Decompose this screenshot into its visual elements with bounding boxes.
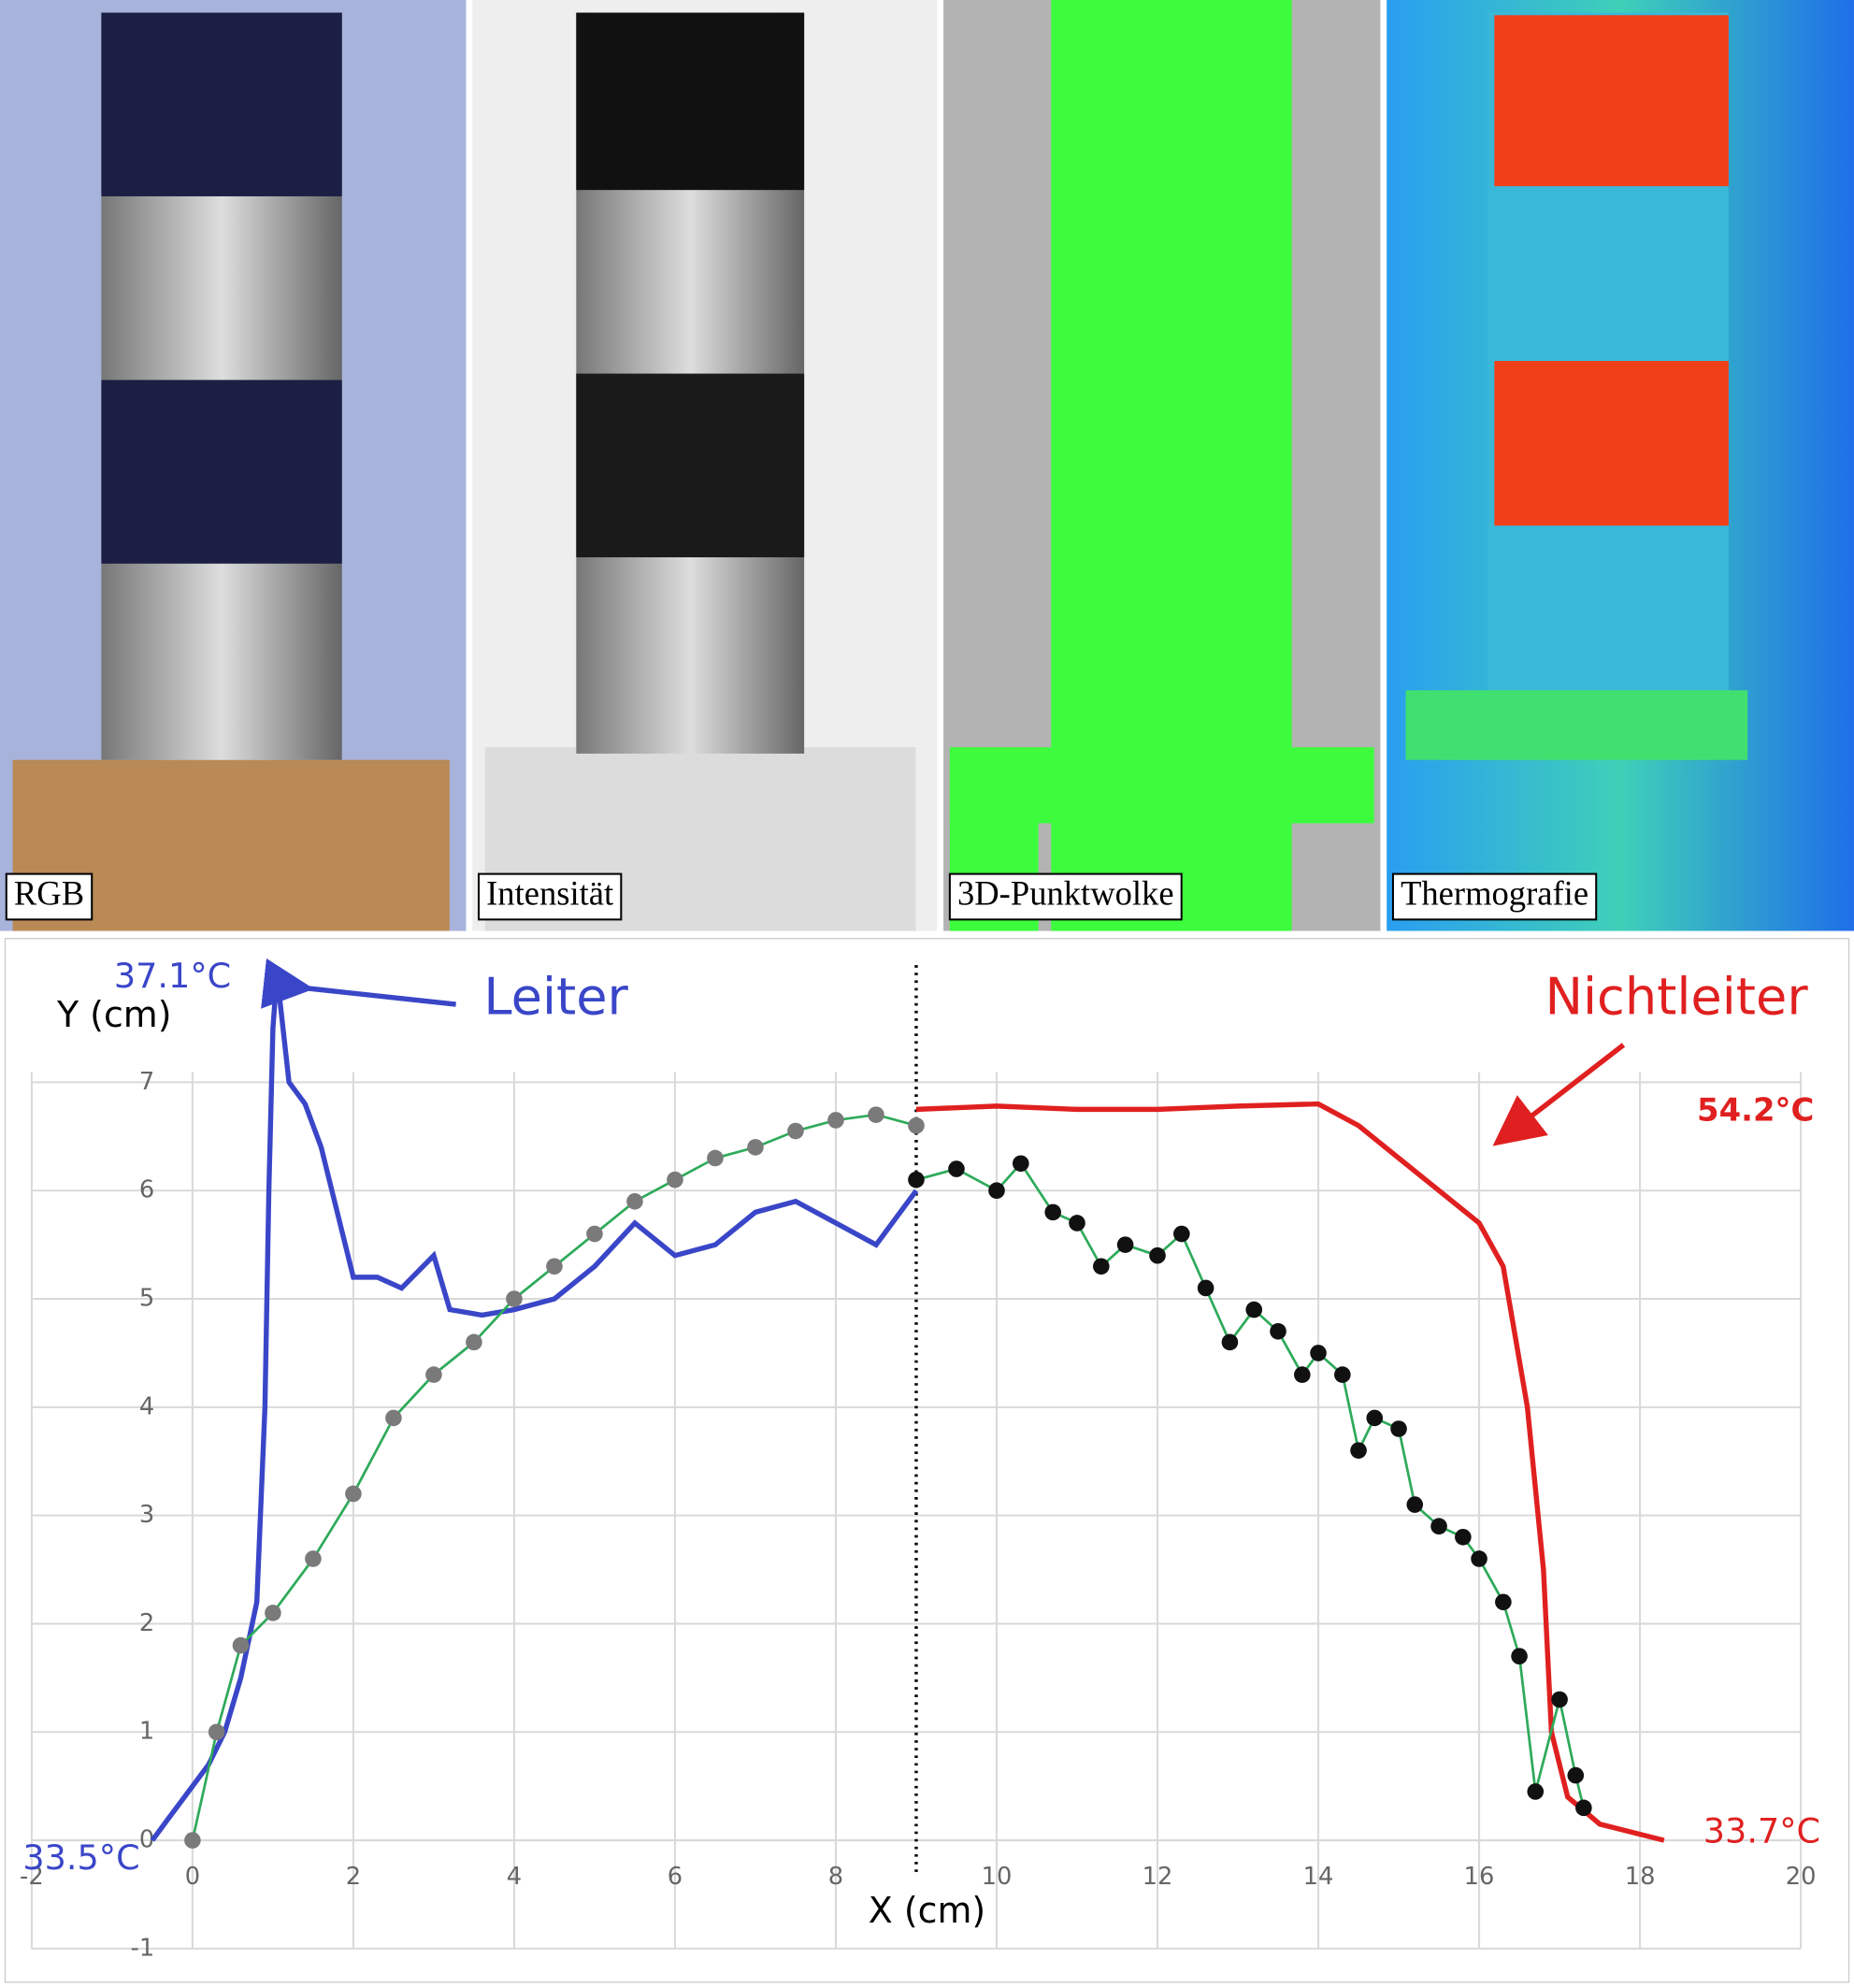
panel-label-box <box>5 872 93 921</box>
y-tick-label: 5 <box>139 1285 154 1313</box>
data-point <box>385 1409 402 1427</box>
y-axis-label: Y (cm) <box>56 994 172 1035</box>
panel-label: Intensität <box>486 873 613 912</box>
data-point <box>546 1258 563 1275</box>
data-point <box>1511 1648 1528 1664</box>
data-point <box>1310 1345 1327 1361</box>
data-point <box>747 1139 764 1156</box>
panel-label: Thermografie <box>1401 873 1588 912</box>
photo-intensity <box>472 0 938 931</box>
data-point <box>1012 1155 1029 1173</box>
photo-thermal <box>1387 0 1854 931</box>
y-tick-label: 0 <box>139 1826 154 1854</box>
annotation: 37.1°C <box>114 956 231 996</box>
data-point <box>1567 1766 1585 1784</box>
data-point <box>208 1723 225 1741</box>
data-point <box>626 1192 643 1210</box>
x-tick-label: 16 <box>1464 1863 1495 1891</box>
data-point <box>787 1122 804 1140</box>
panel-label: 3D-Punktwolke <box>957 873 1174 912</box>
data-point <box>1221 1333 1239 1351</box>
x-tick-label: 12 <box>1143 1863 1173 1891</box>
x-tick-label: 4 <box>507 1863 522 1891</box>
data-point <box>1334 1366 1351 1383</box>
x-tick-label: 2 <box>346 1863 361 1891</box>
x-tick-label: 8 <box>828 1863 843 1891</box>
data-point <box>1044 1203 1062 1221</box>
data-point <box>1270 1322 1286 1340</box>
data-point <box>425 1366 442 1383</box>
chart-frame <box>4 937 1850 1983</box>
data-point <box>948 1160 965 1177</box>
data-point <box>1575 1799 1592 1817</box>
y-tick-label: 3 <box>139 1501 154 1529</box>
panel-label: RGB <box>14 873 84 912</box>
panel-label-box <box>1391 872 1598 921</box>
y-tick-label: 4 <box>139 1392 154 1420</box>
data-point <box>1390 1420 1407 1437</box>
data-point <box>988 1182 1005 1200</box>
photo-rgb <box>0 0 467 931</box>
data-point <box>1294 1366 1311 1383</box>
data-point <box>667 1171 683 1188</box>
data-point <box>1430 1518 1447 1535</box>
data-point <box>1245 1301 1263 1318</box>
data-point <box>1173 1225 1190 1243</box>
y-tick-label: 1 <box>139 1718 154 1746</box>
annotation: Nichtleiter <box>1545 968 1808 1027</box>
data-point <box>305 1550 322 1567</box>
data-point <box>1551 1691 1568 1708</box>
data-point <box>908 1116 925 1134</box>
annotation: Leiter <box>483 968 628 1027</box>
panel-label-box <box>948 872 1183 921</box>
y-tick-label: -1 <box>131 1934 155 1962</box>
panel-label-box <box>477 872 623 921</box>
arrow <box>1492 1043 1626 1146</box>
data-point <box>1350 1442 1367 1459</box>
data-line <box>150 973 919 1842</box>
annotation: 54.2°C <box>1697 1092 1814 1129</box>
data-point <box>1527 1783 1545 1800</box>
data-point <box>586 1225 603 1243</box>
data-point <box>1197 1279 1214 1297</box>
data-point <box>466 1333 482 1351</box>
data-point <box>1495 1593 1512 1611</box>
annotation: 33.5°C <box>22 1837 139 1878</box>
data-point <box>1149 1246 1166 1264</box>
data-point <box>184 1832 201 1849</box>
data-point <box>908 1171 925 1188</box>
data-point <box>1406 1496 1424 1513</box>
y-tick-label: 7 <box>139 1068 154 1096</box>
x-tick-label: 20 <box>1786 1863 1817 1891</box>
x-tick-label: 6 <box>668 1863 683 1891</box>
data-point <box>1366 1409 1384 1427</box>
data-point <box>1471 1550 1488 1567</box>
photo-pointcloud <box>943 0 1381 931</box>
x-axis-label: X (cm) <box>869 1890 985 1931</box>
y-tick-label: 2 <box>139 1609 154 1637</box>
data-line <box>915 1101 1665 1843</box>
data-point <box>707 1149 724 1167</box>
data-point <box>1455 1528 1472 1546</box>
annotation: 33.7°C <box>1703 1810 1820 1851</box>
data-point <box>345 1485 362 1503</box>
data-point <box>868 1106 884 1123</box>
arrow <box>261 958 456 1009</box>
data-point <box>506 1290 523 1307</box>
data-point <box>1116 1236 1134 1253</box>
data-point <box>827 1112 844 1129</box>
x-tick-label: -2 <box>20 1863 44 1891</box>
data-point <box>232 1636 250 1654</box>
data-point <box>265 1605 281 1621</box>
x-tick-label: 18 <box>1625 1863 1656 1891</box>
x-tick-label: 10 <box>982 1863 1013 1891</box>
x-tick-label: 0 <box>185 1863 200 1891</box>
x-tick-label: 14 <box>1303 1863 1334 1891</box>
data-point <box>1069 1215 1085 1232</box>
y-tick-label: 6 <box>139 1176 154 1204</box>
data-point <box>1093 1258 1110 1275</box>
